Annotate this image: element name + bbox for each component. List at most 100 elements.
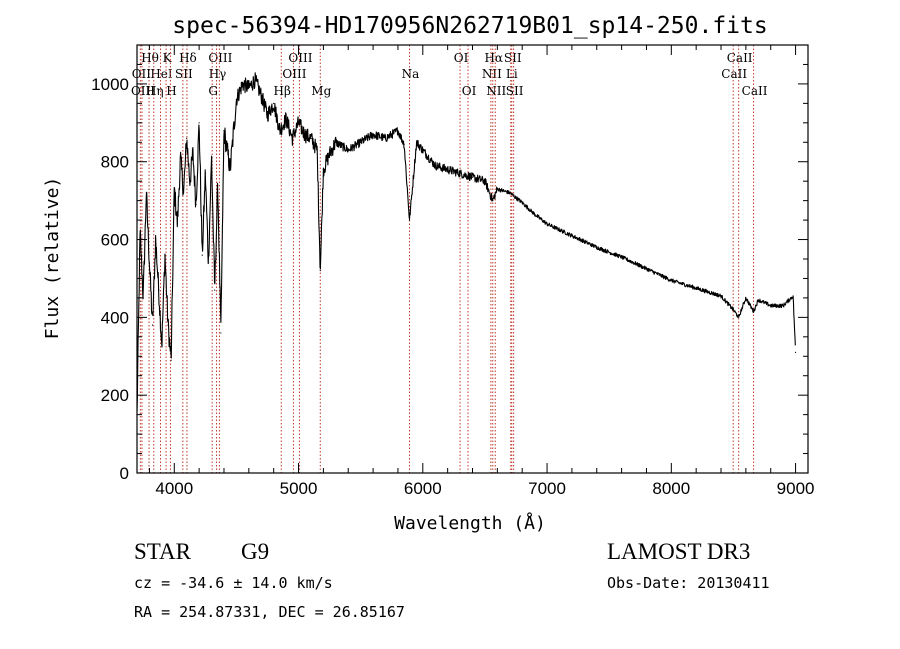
data-point-0-20 bbox=[198, 122, 200, 124]
data-point-0-59 bbox=[459, 172, 461, 174]
data-point-0-2 bbox=[142, 297, 144, 299]
line-marker-label-24: SII bbox=[506, 84, 524, 98]
line-marker-label-26: CaII bbox=[721, 67, 747, 81]
y-tick-label-3: 600 bbox=[101, 231, 129, 250]
data-point-0-66 bbox=[534, 213, 536, 215]
data-point-0-61 bbox=[484, 180, 486, 182]
data-point-0-48 bbox=[347, 149, 349, 151]
axes: 4000 5000 6000 7000 8000 9000 0 200 400 600 800 100… bbox=[91, 44, 814, 498]
data-point-0-63 bbox=[496, 188, 498, 190]
data-point-0-14 bbox=[179, 157, 182, 159]
data-point-0-22 bbox=[204, 172, 206, 174]
y-tick-label-5: 1000 bbox=[91, 75, 129, 94]
data-point-0-27 bbox=[220, 332, 222, 334]
line-marker-label-17: OI bbox=[454, 51, 469, 65]
line-marker-label-14: OIII bbox=[282, 67, 306, 81]
line-marker-label-27: CaII bbox=[742, 84, 768, 98]
y-tick-label-4: 800 bbox=[101, 153, 129, 172]
data-point-0-77 bbox=[745, 297, 747, 299]
data-point-0-4 bbox=[148, 262, 151, 264]
data-point-0-3 bbox=[145, 192, 147, 194]
data-point-0-37 bbox=[279, 130, 281, 132]
data-point-0-24 bbox=[210, 157, 213, 159]
data-point-0-29 bbox=[229, 168, 231, 171]
data-point-0-81 bbox=[782, 305, 784, 307]
data-point-0-75 bbox=[732, 308, 734, 311]
data-point-0-9 bbox=[164, 254, 166, 256]
data-point-0-21 bbox=[201, 254, 203, 256]
data-point-0-16 bbox=[186, 137, 188, 139]
redshift-cz: cz = -34.6 ± 14.0 km/s bbox=[134, 574, 333, 592]
x-tick-label-4: 8000 bbox=[652, 479, 690, 498]
line-marker-label-10: Hγ bbox=[209, 67, 227, 81]
series-line-0 bbox=[136, 72, 796, 412]
data-point-0-53 bbox=[403, 143, 405, 145]
data-point-0-26 bbox=[217, 184, 219, 186]
y-tick-label-2: 400 bbox=[101, 308, 129, 327]
data-point-0-73 bbox=[695, 287, 697, 289]
data-point-0-41 bbox=[304, 133, 306, 136]
data-point-0-43 bbox=[316, 149, 318, 151]
data-point-0-30 bbox=[235, 98, 238, 101]
chart-title: spec-56394-HD170956N262719B01_sp14-250.f… bbox=[172, 13, 767, 39]
data-point-0-23 bbox=[207, 262, 210, 264]
data-point-0-8 bbox=[161, 344, 163, 346]
line-marker-label-19: Hα bbox=[484, 51, 503, 65]
line-marker-label-4: HeI bbox=[150, 67, 173, 81]
data-point-0-74 bbox=[720, 295, 722, 297]
data-point-0-82 bbox=[792, 295, 794, 297]
data-point-0-31 bbox=[242, 83, 244, 85]
data-layer bbox=[136, 72, 797, 416]
data-point-0-70 bbox=[621, 256, 623, 258]
line-marker-label-15: Mg bbox=[311, 84, 331, 98]
survey-name: LAMOST DR3 bbox=[607, 539, 751, 564]
data-point-0-10 bbox=[167, 324, 169, 326]
data-point-0-11 bbox=[170, 359, 172, 361]
data-point-0-52 bbox=[397, 130, 399, 132]
data-point-0-19 bbox=[195, 203, 197, 206]
data-point-0-80 bbox=[770, 305, 772, 307]
data-point-0-1 bbox=[139, 231, 141, 233]
data-point-0-65 bbox=[521, 201, 523, 204]
y-tick-label-0: 0 bbox=[120, 464, 129, 483]
data-point-0-62 bbox=[492, 200, 494, 202]
line-marker-label-11: G bbox=[208, 84, 218, 98]
line-marker-label-23: NII bbox=[486, 84, 506, 98]
data-point-0-36 bbox=[273, 102, 275, 104]
coordinates: RA = 254.87331, DEC = 26.85167 bbox=[134, 603, 405, 621]
y-axis-label: Flux (relative) bbox=[42, 177, 63, 340]
x-axis-label: Wavelength (Å) bbox=[394, 512, 546, 534]
data-point-0-47 bbox=[335, 141, 337, 143]
data-point-0-50 bbox=[372, 133, 374, 136]
object-type: STAR bbox=[134, 539, 191, 564]
line-marker-label-21: NII bbox=[482, 67, 502, 81]
data-point-0-42 bbox=[310, 137, 312, 139]
data-point-0-45 bbox=[322, 168, 324, 171]
line-marker-label-7: H bbox=[166, 84, 176, 98]
line-marker-label-5: Hη bbox=[146, 84, 164, 98]
spectral-subclass: G9 bbox=[241, 539, 270, 564]
data-point-0-6 bbox=[155, 238, 157, 241]
data-point-0-83 bbox=[794, 351, 797, 353]
data-point-0-71 bbox=[645, 268, 648, 270]
data-point-0-32 bbox=[248, 87, 250, 89]
data-point-0-40 bbox=[297, 122, 300, 124]
line-marker-label-13: OIII bbox=[288, 51, 312, 65]
data-point-0-28 bbox=[223, 130, 225, 132]
data-point-0-79 bbox=[757, 299, 759, 301]
data-point-0-25 bbox=[214, 289, 216, 291]
data-point-0-15 bbox=[182, 192, 185, 194]
y-tick-label-1: 200 bbox=[101, 386, 129, 405]
line-marker-label-0: Hθ bbox=[141, 51, 159, 65]
data-point-0-55 bbox=[415, 141, 418, 143]
data-point-0-17 bbox=[189, 180, 191, 182]
x-tick-label-0: 4000 bbox=[155, 479, 193, 498]
data-point-0-39 bbox=[291, 137, 293, 139]
data-point-0-67 bbox=[546, 223, 548, 225]
line-marker-label-12: Hβ bbox=[274, 84, 291, 98]
data-point-0-5 bbox=[151, 324, 154, 326]
observation-date: Obs-Date: 20130411 bbox=[607, 574, 770, 592]
data-point-0-7 bbox=[158, 289, 160, 291]
